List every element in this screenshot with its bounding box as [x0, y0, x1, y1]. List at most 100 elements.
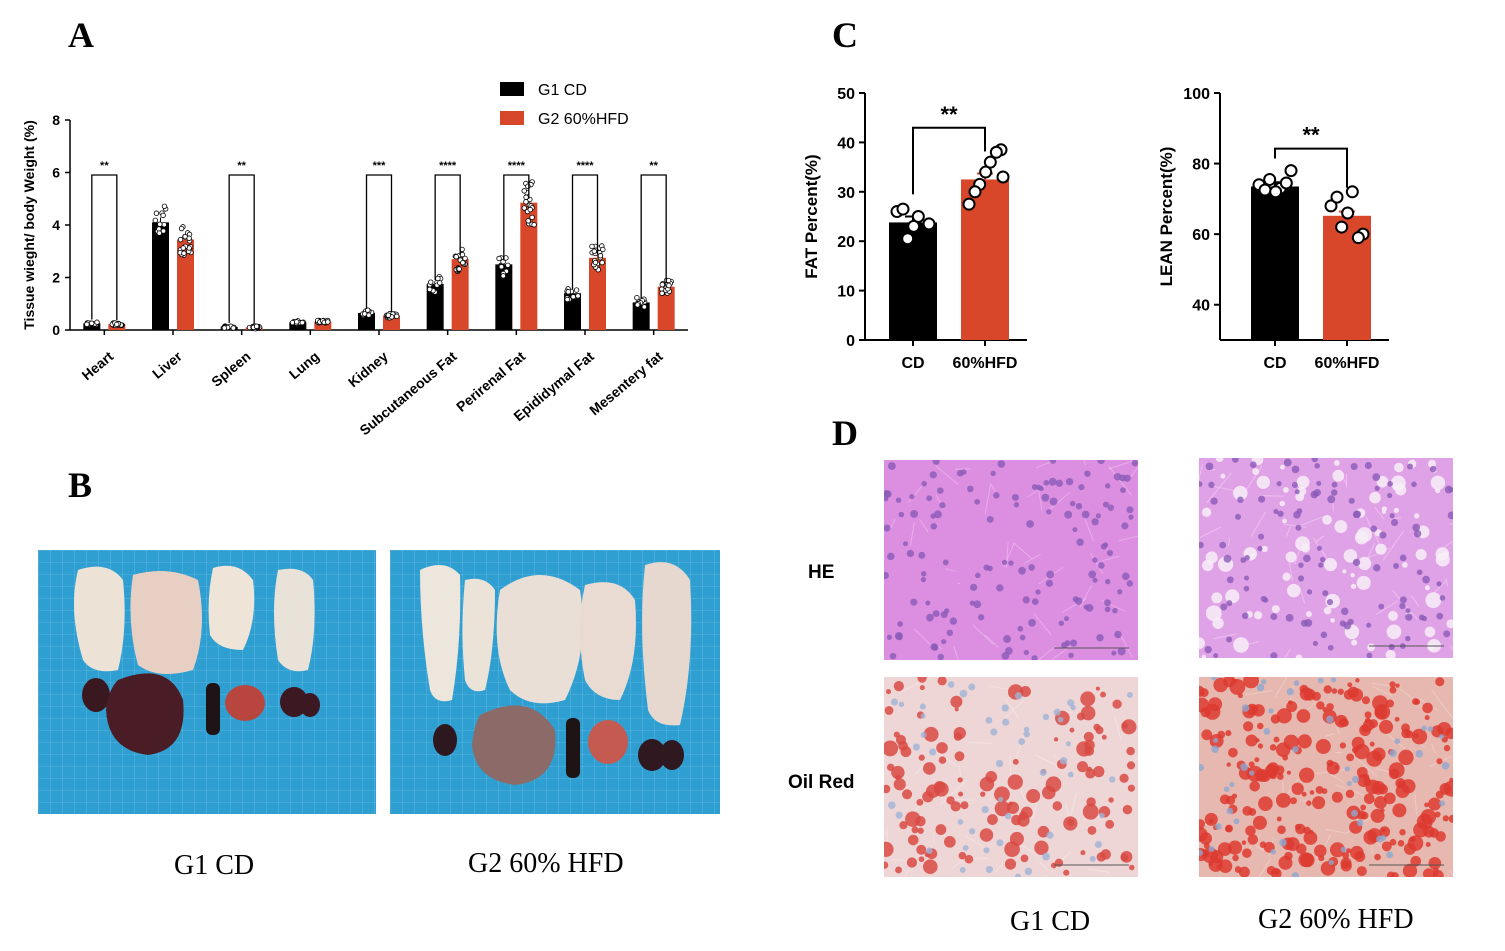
- vacuole: [1424, 715, 1430, 721]
- vacuole: [1084, 746, 1095, 756]
- nucleus: [1215, 823, 1222, 830]
- vacuole: [1231, 678, 1236, 684]
- tissue-strand: [884, 830, 888, 836]
- nucleus: [1112, 607, 1118, 614]
- data-point: [505, 262, 511, 268]
- vacuole: [1258, 796, 1273, 811]
- vacuole: [1391, 872, 1399, 877]
- nucleus: [898, 511, 905, 518]
- nucleus: [1057, 716, 1064, 723]
- nucleus: [1041, 493, 1050, 502]
- nucleus: [1352, 558, 1361, 567]
- tissue-strand: [1114, 716, 1122, 741]
- vacuole: [923, 762, 936, 775]
- vacuole: [1323, 685, 1332, 694]
- nucleus: [1276, 481, 1282, 487]
- bar-cd: [426, 284, 444, 330]
- nucleus: [1013, 502, 1020, 508]
- data-point: [962, 197, 976, 211]
- tissue-strand: [889, 518, 896, 530]
- y-tick-label: 50: [837, 86, 855, 103]
- tissue-strand: [1285, 526, 1291, 537]
- vacuole: [1093, 766, 1105, 778]
- data-point: [160, 228, 167, 234]
- vacuole: [1216, 865, 1222, 870]
- nucleus: [1313, 488, 1321, 497]
- nucleus: [1389, 749, 1397, 757]
- nucleus: [1327, 644, 1334, 651]
- vacuole: [1259, 841, 1267, 848]
- vacuole: [1397, 839, 1405, 847]
- nucleus: [1058, 620, 1064, 626]
- fat-percent-chart: 0 10 20 30 40 50 FAT Percent(%) CD 60%HFD **: [802, 86, 1027, 372]
- nucleus: [1045, 579, 1054, 587]
- vacuole: [887, 763, 895, 772]
- vacuole: [994, 800, 1011, 817]
- vacuole: [1392, 803, 1407, 818]
- tissue-strand: [1288, 562, 1294, 581]
- vacuole: [1257, 743, 1264, 749]
- data-point: [88, 320, 95, 326]
- nucleus: [1260, 595, 1267, 603]
- tissue-strand: [919, 519, 929, 533]
- x-tick-label: Kidney: [345, 348, 391, 390]
- vacuole: [1242, 805, 1253, 816]
- nucleus: [895, 811, 903, 819]
- y-tick-label: 10: [837, 284, 855, 301]
- nucleus: [1306, 589, 1313, 595]
- data-point: [575, 293, 581, 299]
- vacuole: [1285, 837, 1300, 852]
- nucleus: [969, 600, 975, 606]
- nucleus: [1326, 598, 1334, 606]
- nucleus: [920, 713, 926, 719]
- nucleus: [1318, 562, 1324, 568]
- tissue-weight-chart: 0 2 4 6 8 Tissue wieght/ body Weight (%) ** Hea…: [21, 82, 688, 438]
- nucleus: [997, 460, 1006, 468]
- vacuole: [1435, 831, 1446, 842]
- legend-swatch: [500, 82, 524, 96]
- nucleus: [1244, 575, 1250, 581]
- vacuole: [1112, 699, 1122, 709]
- vacuole: [893, 681, 904, 692]
- vacuole: [1012, 758, 1019, 765]
- vacuole: [1282, 572, 1291, 581]
- data-point: [435, 275, 441, 282]
- vacuole: [1213, 677, 1228, 693]
- nucleus: [1131, 460, 1138, 467]
- nucleus: [1035, 589, 1041, 595]
- y-tick-label: 20: [837, 234, 855, 251]
- vacuole: [1340, 857, 1352, 869]
- nucleus: [1268, 708, 1274, 714]
- data-point: [521, 188, 527, 194]
- tissue-strand: [1245, 690, 1273, 696]
- vacuole: [1306, 800, 1312, 806]
- tissue-strand: [1366, 543, 1375, 559]
- x-tick-label: Perirenal Fat: [453, 348, 529, 415]
- data-point: [600, 246, 606, 253]
- vacuole: [1119, 773, 1129, 783]
- organ-photo-hfd-drawing: [390, 550, 720, 814]
- nucleus: [1241, 612, 1249, 620]
- data-point: [1351, 231, 1365, 245]
- data-point: [599, 259, 605, 266]
- nucleus: [1373, 564, 1381, 572]
- vacuole: [1354, 850, 1366, 863]
- nucleus: [1351, 775, 1360, 784]
- vacuole: [1369, 491, 1381, 504]
- nucleus: [1042, 713, 1050, 721]
- nucleus: [1330, 677, 1337, 683]
- tissue-strand: [965, 835, 985, 848]
- vacuole: [1428, 856, 1442, 870]
- nucleus: [1353, 510, 1362, 519]
- vacuole: [1205, 605, 1222, 622]
- vacuole: [923, 726, 939, 742]
- tissue-strand: [1414, 793, 1418, 815]
- nucleus: [1031, 655, 1038, 660]
- nucleus: [1046, 509, 1052, 515]
- data-point: [426, 286, 433, 293]
- tissue-strand: [1199, 526, 1221, 538]
- nucleus: [1109, 776, 1116, 783]
- vacuole: [1381, 509, 1386, 514]
- vacuole: [891, 765, 905, 780]
- he-image-hfd: [1199, 458, 1453, 658]
